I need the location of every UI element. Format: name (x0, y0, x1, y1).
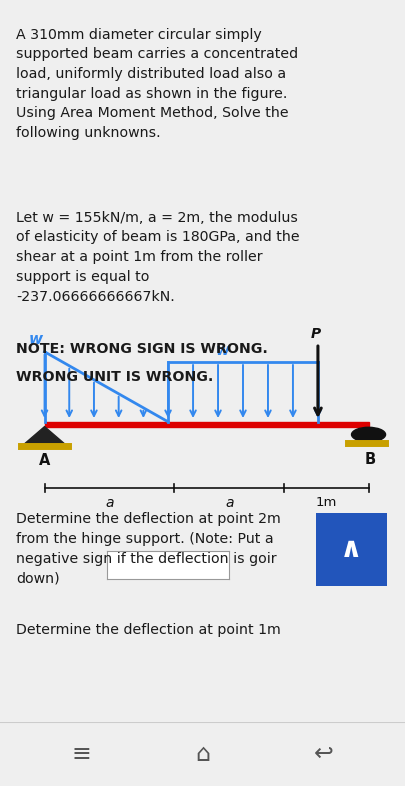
Text: a: a (105, 496, 113, 510)
Text: P: P (311, 326, 321, 340)
Text: Determine the deflection at point 2m
from the hinge support. (Note: Put a
negati: Determine the deflection at point 2m fro… (16, 512, 281, 586)
Text: w: w (216, 343, 230, 358)
Bar (45, 422, 369, 427)
Text: WRONG UNIT IS WRONG.: WRONG UNIT IS WRONG. (16, 370, 213, 384)
Text: ↩: ↩ (314, 742, 334, 766)
Text: a: a (225, 496, 233, 510)
Text: Determine the deflection at point 1m: Determine the deflection at point 1m (16, 623, 281, 637)
Text: ≡: ≡ (71, 742, 91, 766)
Circle shape (352, 428, 386, 442)
Text: w: w (28, 332, 43, 347)
Text: A 310mm diameter circular simply
supported beam carries a concentrated
load, uni: A 310mm diameter circular simply support… (16, 28, 298, 140)
Text: B: B (365, 452, 376, 467)
Text: 1m: 1m (316, 496, 337, 509)
Text: Let w = 155kN/m, a = 2m, the modulus
of elasticity of beam is 180GPa, and the
sh: Let w = 155kN/m, a = 2m, the modulus of … (16, 211, 300, 303)
Text: A: A (39, 454, 50, 468)
Text: ⌂: ⌂ (195, 742, 210, 766)
Text: ∧: ∧ (340, 535, 362, 564)
Polygon shape (23, 427, 66, 445)
Text: NOTE: WRONG SIGN IS WRONG.: NOTE: WRONG SIGN IS WRONG. (16, 342, 268, 356)
